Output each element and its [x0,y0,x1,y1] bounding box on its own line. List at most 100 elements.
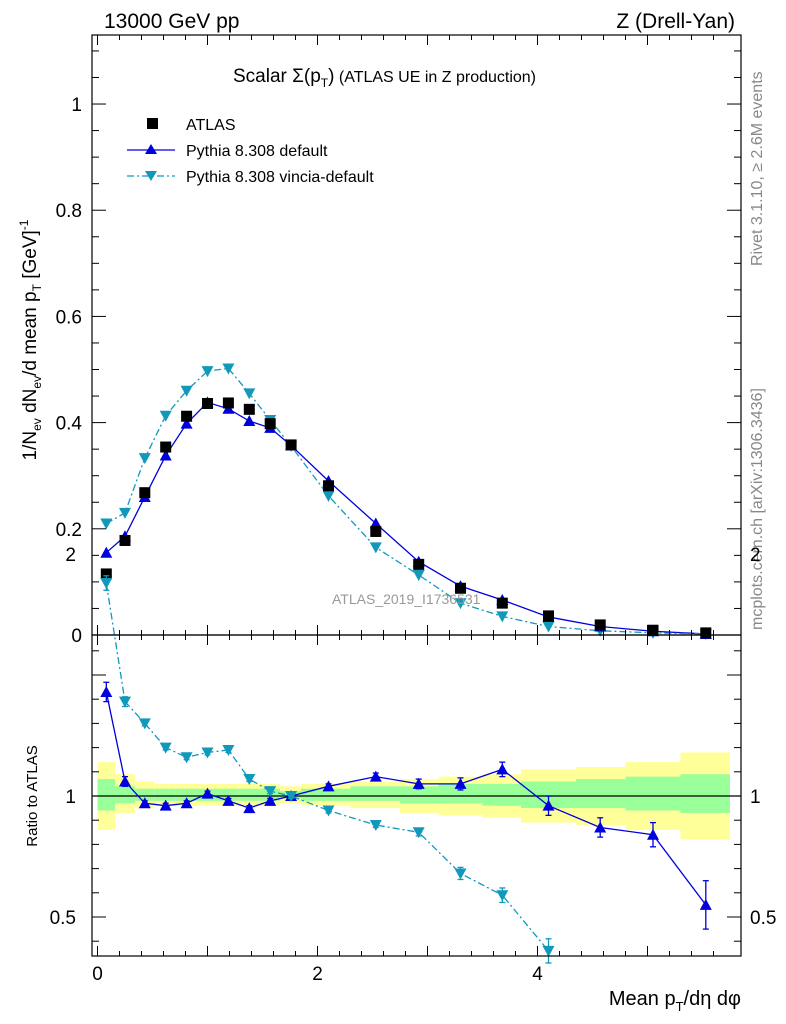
x-tick-label: 4 [532,964,543,985]
default-ratio-point [322,780,335,792]
atlas-point [222,397,234,409]
inner-band-bin [400,786,439,804]
default-ratio-point [542,799,555,811]
vincia-point [119,507,131,519]
y-tick-label-ratio-right: 1 [750,787,761,808]
default-ratio-point [222,794,235,806]
atlas-point [647,624,659,636]
atlas-point [496,597,508,609]
y-tick-label-ratio-right: 2 [750,545,761,566]
y-tick-label-top: 0.6 [56,307,82,328]
vincia-point [542,621,555,633]
y-tick-label-top: 0.8 [56,201,82,222]
default-ratio-point [243,802,256,814]
atlas-point [285,439,297,451]
inner-band-bin [175,788,197,801]
y-tick-label-top: 0.2 [56,520,82,541]
vincia-ratio-curve [105,582,550,952]
vincia-ratio-point [285,791,298,802]
default-point [243,415,256,427]
inner-band-bin [625,776,681,811]
vincia-ratio-point [100,578,113,590]
legend-label-atlas: ATLAS [186,117,236,134]
legend-label-vincia: Pythia 8.308 vincia-default [186,169,374,186]
process-label: Z (Drell-Yan) [616,10,735,33]
default-ratio-point [159,799,172,811]
default-ratio-point [100,685,113,697]
y-tick-label-ratio: 2 [65,545,76,566]
uncertainty-bands [92,752,741,840]
default-point [180,417,193,429]
vincia-ratio-point [369,820,382,832]
atlas-point [139,487,151,499]
vincia-point [322,490,335,502]
vincia-ratio-point [454,868,467,880]
y-tick-label-ratio: 1 [65,787,76,808]
beam-energy-label: 13000 GeV pp [104,10,239,33]
vincia-ratio-point [138,718,151,730]
vincia-ratio-point [201,747,214,759]
vincia-point [454,598,467,610]
y-tick-label-ratio: 0.5 [50,908,76,929]
vincia-point [412,570,425,581]
analysis-watermark: ATLAS_2019_I1736531 [332,591,481,607]
inner-band-bin [576,779,626,809]
vincia-ratio-point [412,827,425,839]
atlas-point [202,397,213,409]
default-point [159,449,172,461]
vincia-point [222,363,235,375]
atlas-point [264,418,276,430]
y-axis-title-ratio: Ratio to ATLAS [24,745,41,846]
mcplots-label: mcplots.cern.ch [arXiv:1306.3436] [749,388,766,630]
atlas-point [370,525,382,537]
default-ratio-point [138,797,151,809]
inner-band-bin [97,779,116,811]
inner-band-bin [301,788,351,801]
default-ratio-point [119,775,131,787]
atlas-point [413,558,425,570]
y-tick-label-top: 1 [71,95,82,116]
vincia-ratio-point [542,945,555,957]
vincia-ratio-point [222,745,235,757]
vincia-point [159,410,172,422]
legend: ATLAS Pythia 8.308 default Pythia 8.308 … [127,117,374,186]
inner-band-bin [482,783,521,806]
atlas-point [181,410,193,422]
vincia-ratio-point [180,752,193,764]
default-point [369,517,382,529]
default-ratio-point [369,770,382,782]
y-tick-label-top: 0.4 [56,414,83,435]
default-ratio-point [594,821,607,833]
vincia-point [100,518,113,530]
x-tick-label: 0 [92,964,103,985]
atlas-point [119,534,131,546]
default-ratio-point [264,794,277,806]
vincia-point [243,388,256,400]
atlas-point [243,403,255,415]
default-ratio-point [201,787,214,799]
atlas-point [594,619,606,631]
rivet-version-label: Rivet 3.1.10, ≥ 2.6M events [749,71,766,266]
vincia-ratio-point [496,890,509,902]
vincia-point [369,542,382,554]
default-ratio-point [412,777,425,789]
vincia-point [180,385,193,397]
inner-band-bin [350,786,400,801]
default-ratio-point [180,797,193,809]
atlas-point [455,582,466,594]
vincia-point [138,453,151,465]
inner-band-bin [115,786,135,804]
atlas-point [323,480,334,492]
vincia-point [201,366,214,378]
default-ratio-point [647,828,659,840]
y-tick-label-ratio-right: 0.5 [750,908,776,929]
x-tick-label: 2 [312,964,323,985]
legend-vincia-marker [145,171,157,181]
default-ratio-point [699,898,712,910]
plot-title: Scalar Σ(pT) (ATLAS UE in Z production) [233,66,536,90]
atlas-point [100,568,112,580]
inner-band-bin [238,788,260,801]
legend-default-marker [145,144,157,154]
axes-frames: 0 2 4 0 0.2 0.4 0.6 0.8 1 0.5 0.5 1 1 2 2 [50,34,776,985]
